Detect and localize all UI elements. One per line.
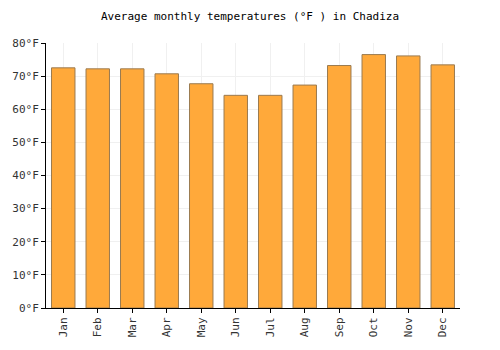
- svg-text:0°F: 0°F: [19, 302, 39, 315]
- svg-text:Sep: Sep: [333, 317, 346, 337]
- svg-text:May: May: [195, 317, 208, 337]
- svg-text:40°F: 40°F: [12, 169, 39, 182]
- svg-text:Jul: Jul: [264, 317, 277, 337]
- svg-text:Average monthly temperatures (: Average monthly temperatures (°F ) in Ch…: [101, 10, 399, 23]
- svg-text:Jun: Jun: [229, 317, 242, 337]
- svg-text:Aug: Aug: [298, 317, 311, 337]
- svg-text:Dec: Dec: [436, 317, 449, 337]
- svg-text:50°F: 50°F: [12, 136, 39, 149]
- svg-text:20°F: 20°F: [12, 236, 39, 249]
- svg-text:60°F: 60°F: [12, 103, 39, 116]
- svg-text:30°F: 30°F: [12, 202, 39, 215]
- svg-text:Feb: Feb: [91, 317, 104, 337]
- svg-text:Oct: Oct: [367, 317, 380, 337]
- svg-text:80°F: 80°F: [12, 37, 39, 50]
- svg-text:10°F: 10°F: [12, 269, 39, 282]
- svg-text:70°F: 70°F: [12, 70, 39, 83]
- svg-text:Apr: Apr: [160, 317, 173, 337]
- svg-text:Nov: Nov: [402, 317, 415, 337]
- svg-text:Jan: Jan: [57, 317, 70, 337]
- svg-text:Mar: Mar: [126, 317, 139, 337]
